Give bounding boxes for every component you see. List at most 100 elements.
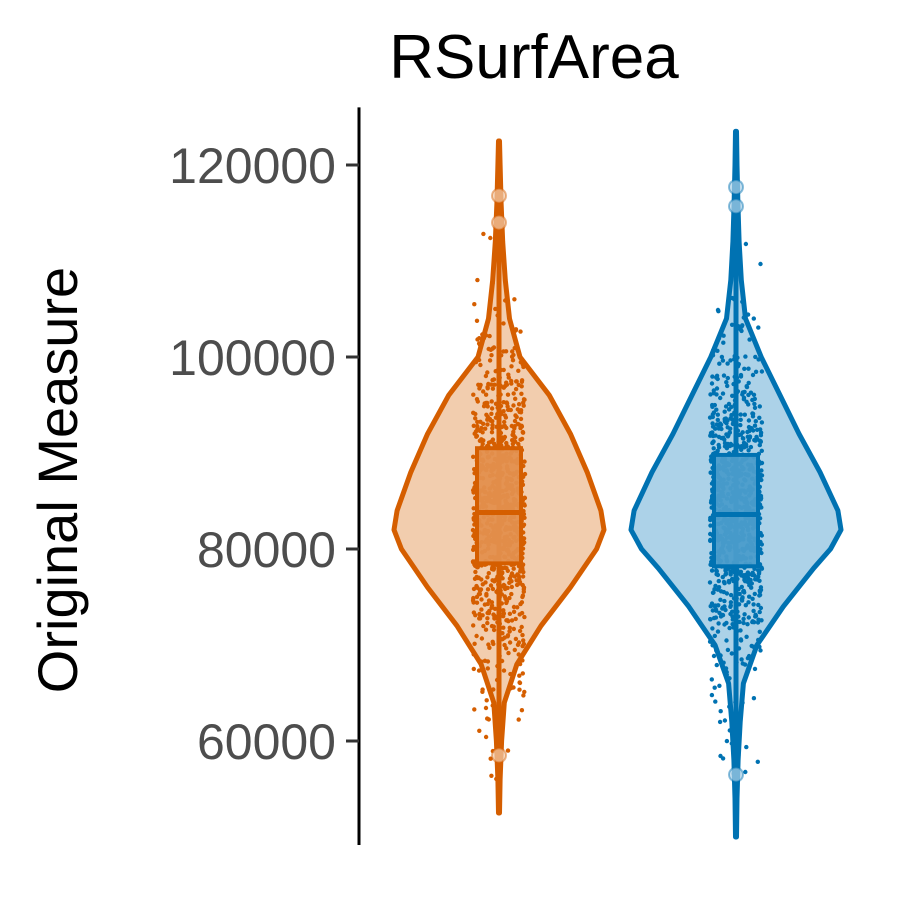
data-point	[509, 378, 514, 384]
data-point	[522, 502, 527, 507]
data-point	[742, 612, 747, 617]
data-point	[471, 506, 476, 511]
data-point	[744, 634, 749, 639]
data-point	[713, 433, 718, 438]
data-point	[754, 434, 759, 440]
data-point	[747, 434, 753, 439]
data-point	[486, 346, 491, 352]
data-point	[753, 419, 758, 424]
data-point	[480, 689, 485, 694]
data-point	[745, 622, 750, 627]
data-point	[476, 341, 482, 346]
data-point	[714, 407, 719, 412]
data-point	[743, 241, 749, 247]
data-point	[750, 596, 755, 601]
data-point	[713, 583, 718, 589]
data-point	[485, 610, 490, 616]
data-point	[470, 527, 476, 533]
data-point	[517, 628, 523, 634]
data-point	[505, 585, 510, 591]
data-point	[490, 377, 495, 383]
data-point	[479, 636, 485, 641]
data-point	[491, 687, 496, 692]
data-point	[519, 436, 525, 442]
data-point	[477, 336, 482, 341]
data-point	[488, 235, 493, 241]
data-point	[508, 671, 513, 677]
data-point	[516, 573, 521, 578]
data-point	[471, 600, 476, 605]
data-point	[522, 614, 527, 620]
data-point	[474, 633, 479, 639]
data-point	[740, 299, 745, 304]
data-point	[520, 429, 525, 435]
data-point	[724, 620, 729, 626]
data-point	[471, 544, 477, 550]
data-point	[511, 566, 516, 571]
data-point	[472, 641, 477, 646]
data-point	[746, 578, 751, 584]
data-point	[489, 411, 494, 416]
data-point	[710, 353, 716, 358]
data-point	[728, 603, 733, 608]
data-point	[729, 741, 734, 746]
data-point	[744, 744, 749, 750]
data-point	[710, 440, 715, 446]
data-point	[738, 372, 744, 378]
data-point	[715, 417, 720, 423]
data-point	[740, 595, 745, 600]
data-point	[752, 591, 757, 597]
data-point	[485, 716, 490, 721]
data-point	[484, 412, 489, 417]
data-point	[476, 668, 482, 673]
data-point	[721, 660, 726, 665]
data-point	[474, 397, 480, 402]
data-point	[716, 585, 722, 590]
data-point	[718, 653, 723, 658]
data-point	[742, 412, 747, 417]
data-point	[751, 608, 756, 614]
data-point	[759, 550, 764, 556]
data-point	[740, 661, 745, 666]
data-point	[475, 423, 480, 429]
data-point	[715, 448, 720, 453]
data-point	[511, 433, 516, 438]
data-point	[502, 419, 507, 425]
data-point	[755, 759, 760, 764]
data-point	[746, 438, 751, 443]
data-point	[757, 609, 762, 615]
data-point	[748, 444, 754, 450]
data-point	[723, 666, 729, 671]
data-point	[474, 583, 479, 589]
data-point	[471, 586, 477, 592]
data-point	[712, 685, 717, 690]
data-point	[746, 380, 751, 386]
data-point	[743, 354, 748, 359]
data-point	[738, 432, 744, 437]
data-point	[758, 587, 764, 593]
data-point	[492, 616, 497, 621]
data-point	[710, 643, 715, 648]
data-point	[746, 600, 751, 605]
data-point	[745, 312, 751, 317]
data-point	[483, 705, 489, 711]
data-point	[521, 641, 527, 647]
data-point	[501, 668, 507, 673]
y-axis-title: Original Measure	[26, 267, 89, 693]
data-point	[512, 297, 517, 302]
y-tick-label: 120000	[169, 138, 336, 194]
data-point	[749, 581, 754, 586]
data-point	[714, 568, 719, 573]
data-point	[759, 565, 764, 570]
violin-group-2	[628, 128, 844, 840]
data-point	[753, 354, 758, 360]
plot-area	[391, 128, 844, 840]
data-point	[516, 368, 521, 373]
data-point	[488, 418, 493, 423]
data-point	[509, 423, 514, 429]
data-point	[716, 442, 721, 448]
data-point	[503, 349, 509, 354]
data-point	[724, 571, 729, 576]
data-point	[490, 386, 496, 391]
